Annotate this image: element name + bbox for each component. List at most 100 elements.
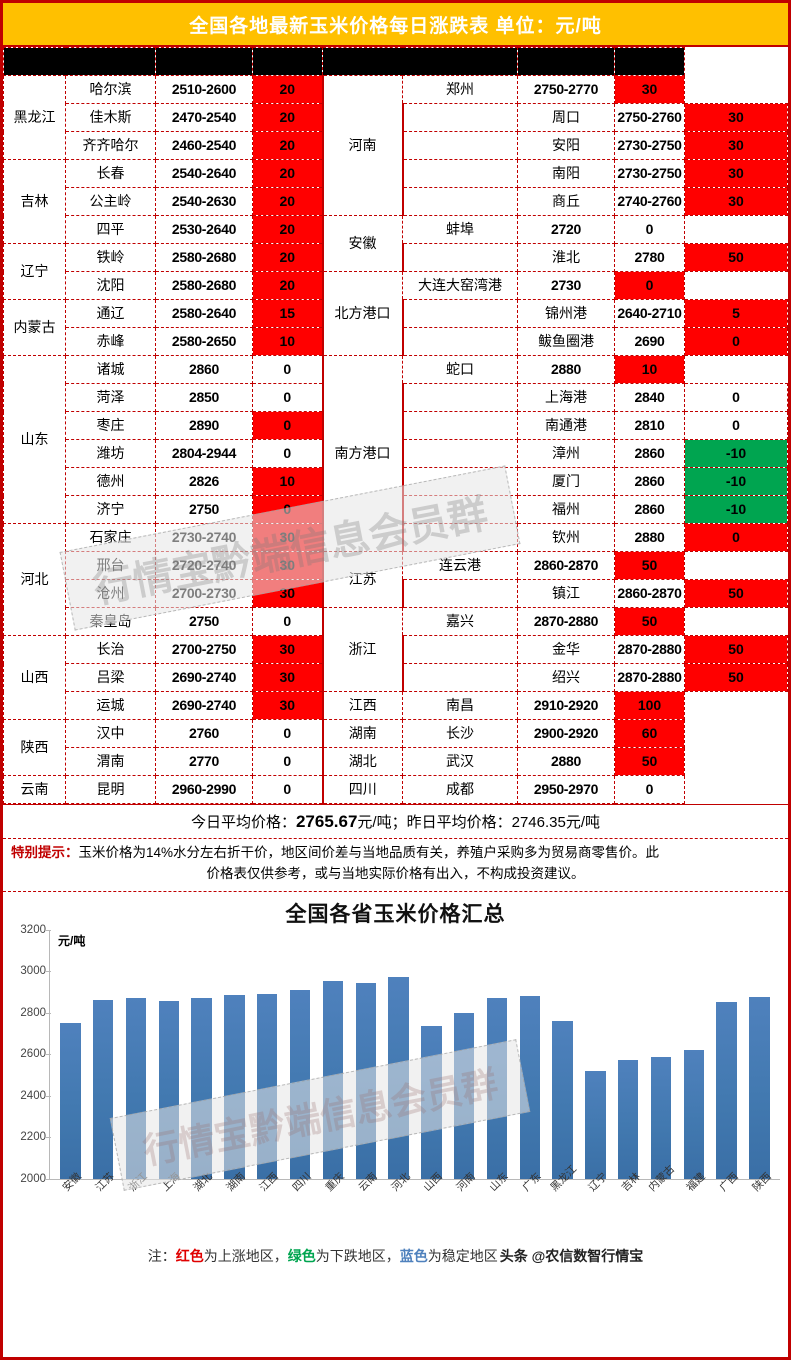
empty-cell bbox=[401, 243, 518, 272]
empty-cell bbox=[401, 523, 518, 552]
province-cell: 山西 bbox=[3, 635, 66, 720]
empty-cell bbox=[401, 131, 518, 160]
chart-bar bbox=[289, 990, 311, 1179]
page-title-banner: 全国各地最新玉米价格每日涨跌表 单位：元/吨 bbox=[3, 3, 788, 47]
city-cell: 铁岭 bbox=[65, 243, 156, 272]
chart-bar-column bbox=[54, 930, 87, 1179]
price-cell: 2580-2680 bbox=[155, 243, 253, 272]
table-row: 渭南 2770 0 湖北 武汉 2880 50 bbox=[4, 747, 788, 776]
change-cell: 10 bbox=[614, 355, 685, 384]
change-cell: 20 bbox=[252, 243, 323, 272]
change-cell: 30 bbox=[684, 159, 788, 188]
empty-cell bbox=[401, 159, 518, 188]
chart-y-tick: 3200 bbox=[4, 924, 51, 936]
city-cell: 蛇口 bbox=[402, 355, 518, 384]
tip-line-1: 玉米价格为14%水分左右折干价，地区间价差与当地品质有关，养殖户采购多为贸易商零… bbox=[78, 845, 660, 860]
city-cell: 吕梁 bbox=[65, 663, 156, 692]
chart-bar bbox=[60, 1023, 81, 1179]
province-cell: 河南 bbox=[321, 75, 403, 216]
chart-bar-column bbox=[120, 930, 153, 1179]
chart-bar bbox=[716, 1002, 737, 1179]
chart-bar bbox=[486, 998, 508, 1179]
city-cell: 周口 bbox=[517, 103, 615, 132]
change-cell: 30 bbox=[684, 131, 788, 160]
today-avg-label: 今日平均价格： bbox=[190, 814, 296, 831]
yesterday-avg-unit: 元/吨 bbox=[565, 814, 601, 831]
province-cell: 陕西 bbox=[3, 719, 66, 776]
change-cell: 10 bbox=[252, 327, 323, 356]
table-row: 秦皇岛 2750 0 浙江 嘉兴 2870-2880 50 bbox=[4, 607, 788, 692]
price-cell: 2580-2680 bbox=[155, 271, 253, 300]
chart-bar-column bbox=[677, 930, 710, 1179]
corn-price-table: 地区 价格 涨跌 地区 价格 涨跌 黑龙江 哈尔滨 2510-2600 20 河南 郑州 2… bbox=[3, 47, 788, 804]
footnote-blue-text: 为稳定地区 bbox=[427, 1247, 498, 1264]
empty-cell bbox=[401, 495, 518, 524]
change-cell: 0 bbox=[252, 383, 323, 412]
city-cell: 商丘 bbox=[517, 187, 615, 216]
th-price-left: 价格 bbox=[155, 47, 253, 76]
empty-cell bbox=[401, 439, 518, 468]
city-cell: 沈阳 bbox=[65, 271, 156, 300]
price-cell: 2910-2920 bbox=[517, 691, 615, 720]
province-cell: 江西 bbox=[321, 691, 403, 720]
empty-cell bbox=[401, 327, 518, 356]
chart-bar-column bbox=[185, 930, 218, 1179]
province-cell: 吉林 bbox=[3, 159, 66, 244]
province-cell: 河北 bbox=[3, 523, 66, 636]
price-cell: 2860 bbox=[614, 467, 685, 496]
chart-bar bbox=[618, 1059, 639, 1179]
price-cell: 2700-2730 bbox=[155, 579, 253, 608]
empty-cell bbox=[401, 579, 518, 608]
province-cell: 云南 bbox=[3, 775, 66, 804]
price-cell: 2540-2630 bbox=[155, 187, 253, 216]
city-cell: 南阳 bbox=[517, 159, 615, 188]
price-cell: 2804-2944 bbox=[155, 439, 253, 468]
city-cell: 大连大窑湾港 bbox=[402, 271, 518, 300]
empty-cell bbox=[401, 467, 518, 496]
today-avg-value: 2765.67 bbox=[295, 812, 358, 831]
change-cell: 0 bbox=[614, 775, 685, 804]
price-cell: 2640-2710 bbox=[614, 299, 685, 328]
chart-bar bbox=[519, 996, 540, 1179]
chart-bar bbox=[257, 994, 278, 1179]
change-cell: 20 bbox=[252, 187, 323, 216]
change-cell: 0 bbox=[252, 775, 323, 804]
price-cell: 2870-2880 bbox=[614, 635, 685, 664]
chart-bar bbox=[125, 998, 147, 1179]
change-cell: 50 bbox=[614, 607, 685, 636]
chart-bar bbox=[322, 980, 344, 1179]
today-avg-unit: 元/吨 bbox=[357, 814, 392, 831]
chart-bar bbox=[453, 1012, 475, 1179]
chart-bar bbox=[158, 1001, 180, 1179]
city-cell: 金华 bbox=[517, 635, 615, 664]
change-cell: 50 bbox=[614, 747, 685, 776]
change-cell: 0 bbox=[684, 327, 788, 356]
avg-separator: ； bbox=[391, 814, 407, 831]
change-cell: -10 bbox=[684, 495, 788, 524]
chart-y-tick: 3000 bbox=[4, 965, 51, 977]
price-cell: 2730-2750 bbox=[614, 159, 685, 188]
chart-bar-column bbox=[152, 930, 185, 1179]
chart-plot-area: 元/吨 2000 2200 2400 2600 2800 3000 3200 bbox=[20, 924, 780, 1185]
city-cell: 绍兴 bbox=[517, 663, 615, 692]
th-change-left: 涨跌 bbox=[252, 47, 323, 76]
price-cell: 2850 bbox=[155, 383, 253, 412]
change-cell: 15 bbox=[252, 299, 323, 328]
chart-x-label: 安徽 bbox=[53, 1170, 86, 1236]
th-price-right: 价格 bbox=[517, 47, 615, 76]
footnote-red-word: 红色 bbox=[175, 1247, 204, 1264]
price-cell: 2750-2770 bbox=[517, 75, 615, 104]
price-cell: 2880 bbox=[517, 747, 615, 776]
th-region-right: 地区 bbox=[322, 47, 518, 76]
chart-bar-column bbox=[481, 930, 514, 1179]
city-cell: 沧州 bbox=[65, 579, 156, 608]
footnote-green-text: 为下跌地区， bbox=[315, 1247, 400, 1264]
change-cell: 20 bbox=[252, 215, 323, 244]
chart-bar bbox=[388, 976, 409, 1179]
chart-bar-column bbox=[513, 930, 546, 1179]
change-cell: 10 bbox=[252, 467, 323, 496]
chart-bar bbox=[191, 998, 212, 1179]
change-cell: 0 bbox=[684, 383, 788, 412]
chart-bar bbox=[224, 995, 245, 1179]
change-cell: 50 bbox=[684, 579, 788, 608]
